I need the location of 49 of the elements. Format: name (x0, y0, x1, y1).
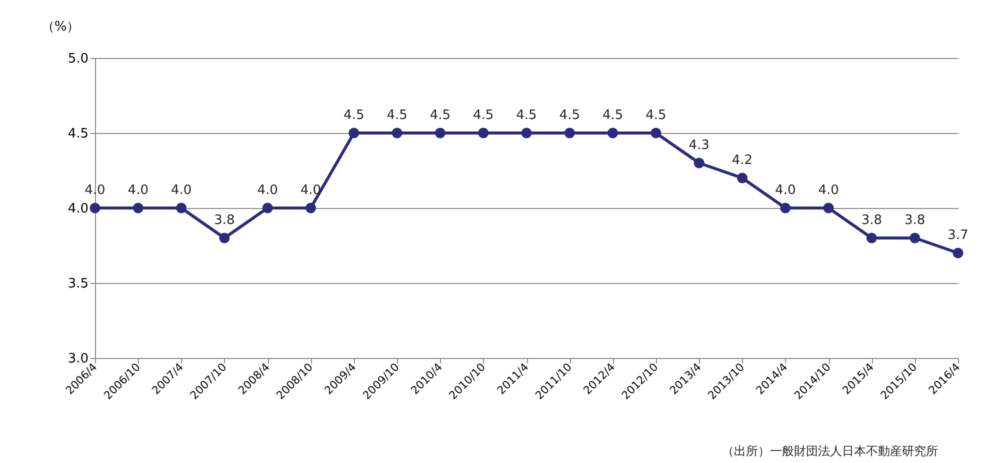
data-label: 4.0 (775, 183, 796, 198)
point (90, 202, 100, 214)
data-label: 4.5 (386, 108, 408, 123)
point (521, 128, 532, 138)
point (262, 202, 273, 214)
data-label: 4.5 (646, 108, 666, 123)
point (650, 128, 662, 138)
point (608, 128, 618, 138)
point (348, 128, 360, 138)
data-label: 4.5 (430, 108, 451, 123)
y-tick-label: 4.0 (68, 202, 88, 216)
data-label: 4.5 (516, 108, 537, 123)
data-label: 4.5 (344, 108, 364, 123)
data-label: 4.3 (688, 138, 710, 153)
point (910, 232, 920, 244)
point (737, 172, 748, 184)
point (952, 248, 964, 258)
data-label: 4.0 (84, 183, 106, 198)
data-label: 4.5 (602, 108, 624, 123)
data-label: 3.8 (214, 213, 235, 228)
text: （出所）一般財団法人日本不動産研究所 (722, 444, 938, 458)
point (694, 158, 704, 168)
point (434, 128, 446, 138)
y-tick-label: 4.5 (68, 126, 88, 142)
point (392, 128, 402, 138)
data-label: 3.8 (904, 213, 926, 228)
data-label: 4.5 (559, 108, 580, 123)
y-tick-label: 3.5 (68, 276, 88, 292)
point (564, 128, 575, 138)
data-label: 3.7 (948, 228, 968, 243)
point (478, 128, 489, 138)
data-label: 4.0 (818, 183, 839, 198)
point (823, 202, 834, 214)
data-label: 4.0 (300, 183, 322, 198)
point (176, 202, 187, 214)
data-label: 4.5 (473, 108, 494, 123)
y-tick-label: 3.0 (68, 352, 88, 366)
data-label: 4.0 (257, 183, 278, 198)
y-axis-title: （%） (41, 20, 80, 34)
point (780, 202, 791, 214)
point (306, 202, 316, 214)
y-tick-label: 5.0 (68, 52, 88, 66)
data-label: 4.2 (732, 153, 753, 168)
point (132, 202, 144, 214)
data-label: 3.8 (861, 213, 882, 228)
data-label: 4.0 (170, 183, 192, 198)
point (219, 232, 230, 244)
data-label: 4.0 (128, 183, 148, 198)
point (866, 232, 877, 244)
